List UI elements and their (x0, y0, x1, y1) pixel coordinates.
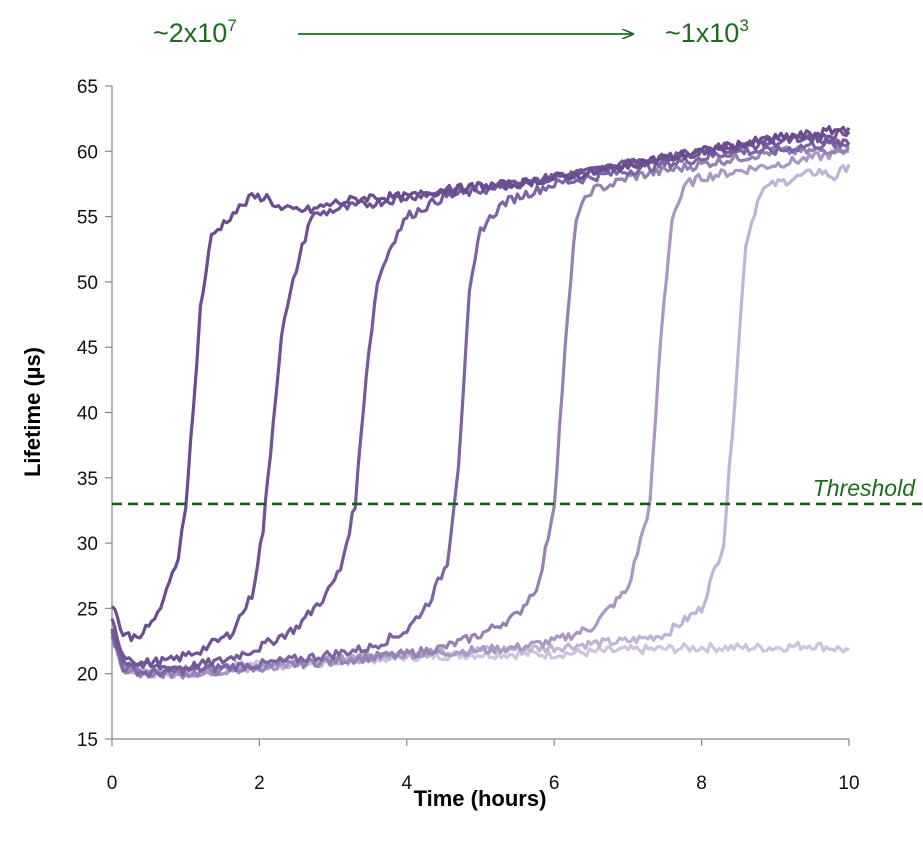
y-tick-label: 15 (77, 730, 98, 751)
y-tick-label: 35 (77, 469, 98, 490)
y-tick-label: 65 (77, 77, 98, 98)
y-tick-label: 40 (77, 404, 98, 425)
y-tick-label: 45 (77, 338, 98, 359)
y-tick-label: 30 (77, 534, 98, 555)
x-tick-label: 6 (549, 773, 560, 794)
y-tick-label: 60 (77, 142, 98, 163)
x-tick-label: 4 (402, 773, 413, 794)
series-line-1 (110, 125, 851, 643)
x-ticks: 0 2 4 6 8 10 (107, 739, 860, 794)
y-axis-title: Lifetime (µs) (20, 347, 45, 477)
series-line-4 (110, 138, 850, 679)
series-line-7 (110, 163, 851, 679)
x-tick-label: 8 (696, 773, 707, 794)
threshold-label: Threshold (813, 475, 916, 501)
x-tick-label: 0 (107, 773, 118, 794)
y-tick-label: 50 (77, 273, 98, 294)
annotation-end: ~1x103 (665, 16, 749, 48)
x-tick-label: 2 (254, 773, 265, 794)
x-tick-label: 10 (838, 773, 859, 794)
annotation-start: ~2x107 (153, 16, 237, 48)
series-line-2 (110, 128, 851, 668)
series-line-3 (110, 132, 851, 673)
y-tick-label: 25 (77, 599, 98, 620)
series-lines (110, 125, 851, 680)
x-axis-title: Time (hours) (414, 786, 547, 811)
y-tick-label: 20 (77, 665, 98, 686)
series-line-8 (110, 634, 850, 680)
y-ticks: 15 20 25 30 35 40 45 50 55 60 65 (77, 77, 112, 751)
y-tick-label: 55 (77, 208, 98, 229)
